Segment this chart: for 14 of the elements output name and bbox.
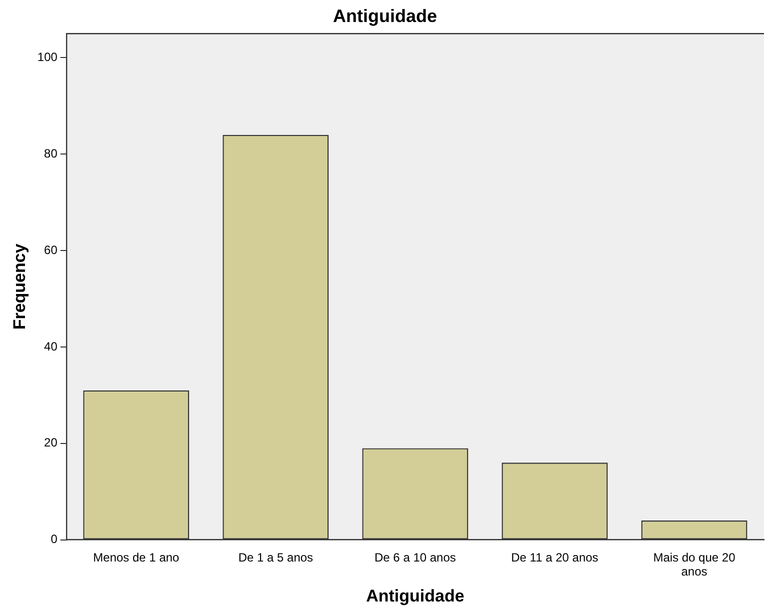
x-tick-label: De 6 a 10 anos: [374, 550, 456, 564]
y-tick-label: 0: [50, 532, 58, 546]
y-tick-label: 40: [44, 339, 58, 354]
y-tick-label: 80: [44, 146, 58, 160]
x-tick-label: De 11 a 20 anos: [511, 550, 598, 564]
x-axis-title: Antiguidade: [366, 586, 464, 606]
x-tick-label: De 1 a 5 anos: [238, 550, 314, 564]
x-tick-label: Menos de 1 ano: [93, 550, 180, 564]
y-tick-label: 20: [44, 436, 58, 450]
x-tick-label: Mais do que 20 anos: [653, 550, 736, 579]
y-tick-label: 60: [44, 242, 58, 257]
chart-title: Antiguidade: [333, 6, 437, 26]
y-tick-label: 100: [37, 50, 58, 64]
y-axis-title: Frequency: [10, 243, 29, 330]
